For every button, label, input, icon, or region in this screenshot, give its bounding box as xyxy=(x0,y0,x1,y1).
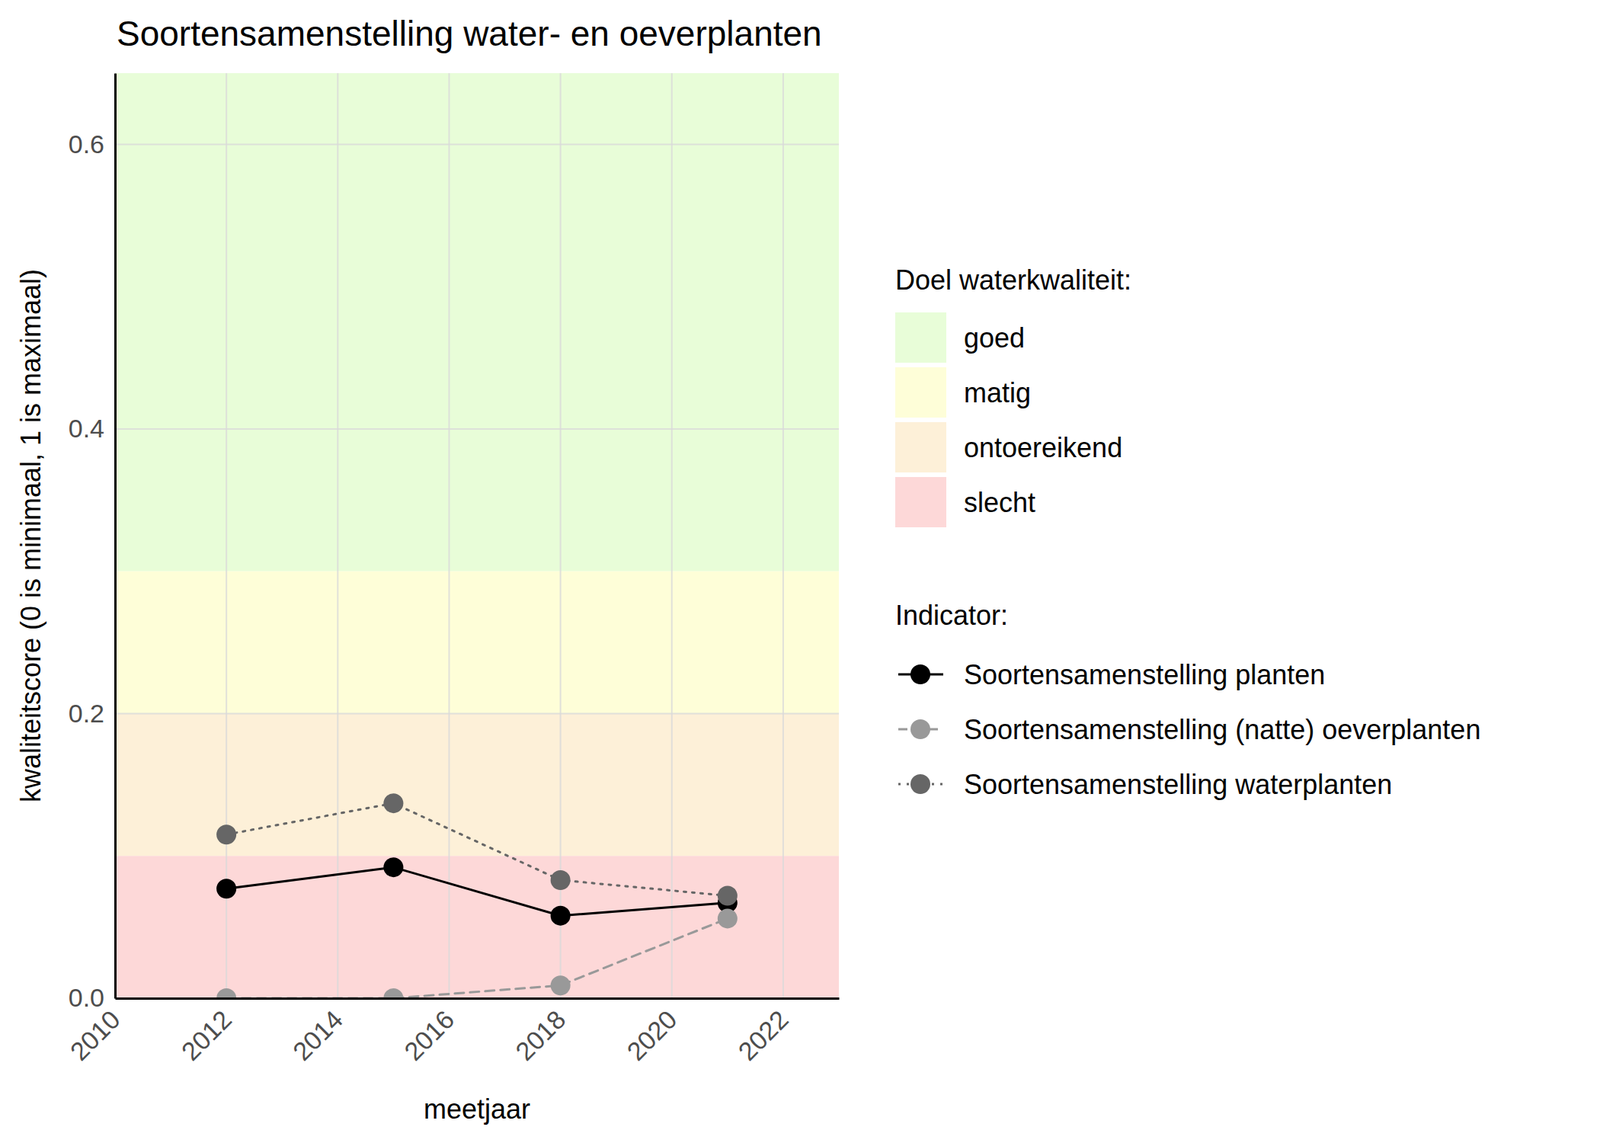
series-point xyxy=(717,908,738,928)
series-point xyxy=(550,905,571,926)
grid-line xyxy=(671,73,673,999)
grid-line xyxy=(115,997,839,999)
legend-label: matig xyxy=(963,377,1031,409)
quality-band xyxy=(115,713,839,856)
chart: 2010 2012 2014 2016 2018 2020 2022 0.0 0.2 0.4 0.6… xyxy=(0,0,1600,1143)
grid-line xyxy=(782,73,784,999)
y-tick-label: 0.2 xyxy=(68,698,105,728)
x-axis: 2010 2012 2014 2016 2018 2020 2022 xyxy=(64,998,840,1066)
y-tick: 0.4 xyxy=(68,413,116,443)
grid-line xyxy=(115,712,839,714)
x-axis-line xyxy=(115,997,840,1000)
chart-title: Soortensamenstelling water- en oeverplan… xyxy=(116,13,823,54)
series-point xyxy=(216,988,237,999)
legend-key xyxy=(895,422,947,473)
legend-key-point xyxy=(910,664,931,685)
legend-key xyxy=(895,476,947,528)
x-tick-label: 2022 xyxy=(732,1004,794,1066)
series-point xyxy=(383,857,404,877)
y-tick-label: 0.0 xyxy=(68,982,105,1012)
grid-line xyxy=(115,428,839,430)
x-tick: 2020 xyxy=(620,998,682,1066)
series-point xyxy=(216,824,237,845)
x-axis-title: meetjaar xyxy=(423,1093,531,1125)
legend-key-point xyxy=(910,774,931,794)
x-tick-label: 2020 xyxy=(620,1004,682,1066)
legend-key-point xyxy=(910,719,931,740)
plot-area xyxy=(115,73,839,999)
legend-title: Doel waterkwaliteit: xyxy=(895,264,1132,296)
y-tick: 0.6 xyxy=(68,129,116,159)
series-line xyxy=(226,918,728,999)
grid-line xyxy=(336,73,339,999)
legend-title: Indicator: xyxy=(895,599,1008,631)
y-axis-line xyxy=(114,73,117,999)
x-tick: 2012 xyxy=(176,998,237,1066)
legend-label: Soortensamenstelling waterplanten xyxy=(963,768,1392,800)
legend-key xyxy=(895,367,947,418)
series-point xyxy=(216,878,237,899)
x-tick: 2018 xyxy=(509,998,571,1066)
y-tick: 0.0 xyxy=(68,982,116,1012)
y-axis-title: kwaliteitscore (0 is minimaal, 1 is maxi… xyxy=(15,268,47,803)
series-line xyxy=(226,803,728,896)
x-tick-label: 2010 xyxy=(64,1004,126,1066)
x-tick-label: 2016 xyxy=(398,1004,460,1066)
series-point xyxy=(383,988,404,999)
legend-label: Soortensamenstelling (natte) oeverplante… xyxy=(963,713,1481,746)
y-tick: 0.2 xyxy=(68,698,116,728)
y-tick-label: 0.6 xyxy=(68,129,105,159)
legend-label: goed xyxy=(963,322,1025,354)
x-tick: 2014 xyxy=(287,998,349,1066)
series-line xyxy=(226,867,728,916)
quality-band xyxy=(115,571,839,714)
y-tick-label: 0.4 xyxy=(68,413,105,443)
series-point xyxy=(550,870,571,890)
quality-band xyxy=(115,855,839,999)
legend-key xyxy=(895,312,947,363)
x-tick: 2016 xyxy=(398,998,460,1066)
series-point xyxy=(550,975,571,996)
x-tick-label: 2018 xyxy=(509,1004,571,1066)
quality-band xyxy=(115,73,839,572)
x-tick: 2022 xyxy=(732,998,794,1066)
series-point xyxy=(717,886,738,906)
grid-line xyxy=(115,143,839,145)
series-point xyxy=(383,793,404,813)
legend-label: slecht xyxy=(963,486,1036,519)
grid-line xyxy=(448,73,450,999)
y-axis: 0.0 0.2 0.4 0.6 xyxy=(68,73,116,1013)
legend-label: ontoereikend xyxy=(963,432,1123,464)
grid-line xyxy=(115,73,116,999)
grid-line xyxy=(225,73,228,999)
x-tick-label: 2012 xyxy=(176,1004,237,1066)
x-tick-label: 2014 xyxy=(287,1004,349,1066)
grid-line xyxy=(560,73,562,999)
legend-label: Soortensamenstelling planten xyxy=(963,659,1325,691)
